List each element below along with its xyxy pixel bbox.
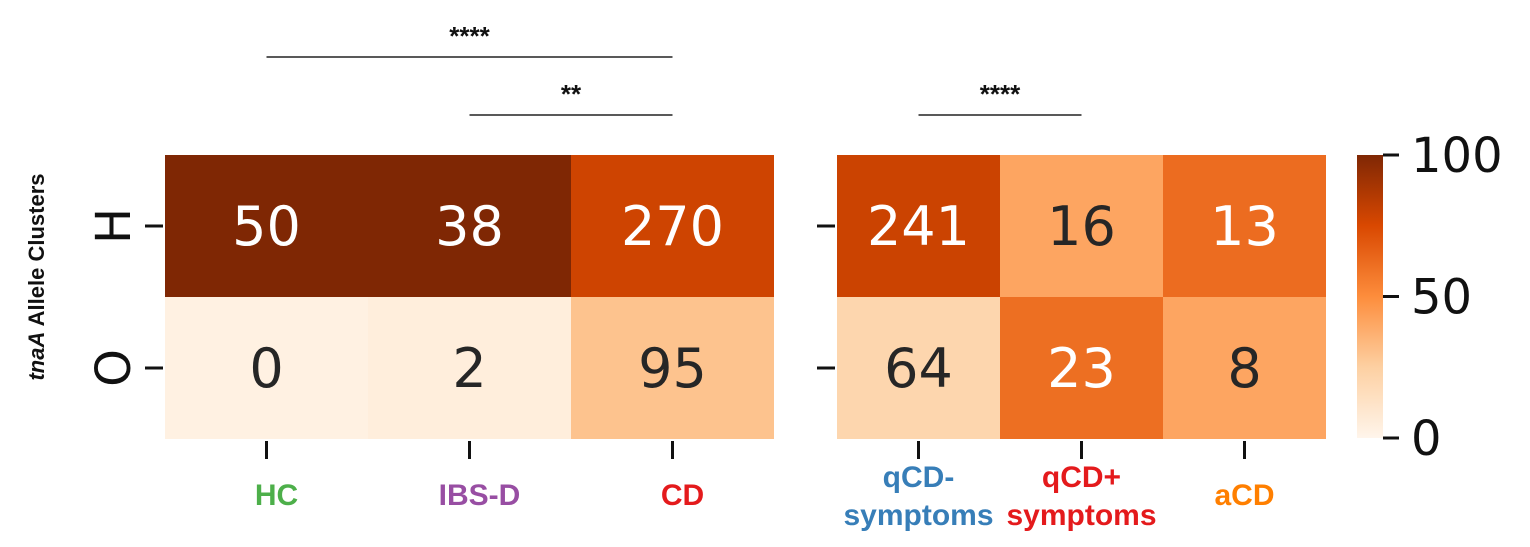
y-tick-label: O (86, 349, 142, 387)
heatmap-cell (1000, 155, 1163, 297)
cell-value-label: 95 (638, 337, 707, 400)
y-tick-label: H (86, 208, 142, 244)
cell-value-label: 270 (621, 195, 724, 258)
x-tick-label: qCD+ (1042, 461, 1121, 494)
cell-value-label: 16 (1047, 195, 1116, 258)
heatmap-cell (837, 155, 1000, 297)
y-axis-label: tnaA Allele Clusters (24, 173, 49, 380)
cell-value-label: 0 (249, 337, 283, 400)
x-tick-label: symptoms (843, 499, 993, 532)
heatmap-cell (165, 297, 368, 439)
heatmap-cell (571, 155, 774, 297)
x-tick-label: symptoms (1006, 499, 1156, 532)
x-tick-label: aCD (1214, 479, 1274, 512)
heatmap-cell (1000, 297, 1163, 439)
cell-value-label: 64 (884, 337, 953, 400)
colorbar-gradient (1357, 155, 1383, 438)
heatmap-cell (1163, 155, 1326, 297)
significance-stars: **** (980, 79, 1021, 109)
heatmap-cell (571, 297, 774, 439)
heatmap-cell (1163, 297, 1326, 439)
y-axis-label-italic: tnaA (24, 332, 49, 381)
cell-value-label: 23 (1047, 337, 1116, 400)
colorbar: 0 50 100 (1357, 128, 1503, 467)
heatmap-cell (837, 297, 1000, 439)
cell-value-label: 38 (435, 195, 504, 258)
cell-value-label: 13 (1210, 195, 1279, 258)
colorbar-ticks: 0 50 100 (1383, 128, 1503, 467)
heatmap-cell (368, 155, 571, 297)
heatmap-cell (165, 155, 368, 297)
colorbar-tick-label: 50 (1411, 270, 1472, 326)
cell-value-label: 50 (232, 195, 301, 258)
significance-stars: **** (449, 21, 490, 51)
colorbar-tick-label: 100 (1411, 128, 1503, 184)
cell-value-label: 2 (452, 337, 486, 400)
x-tick-label: CD (661, 479, 704, 512)
x-tick-label: IBS-D (439, 479, 521, 512)
heatmap-cell (368, 297, 571, 439)
cell-value-label: 8 (1227, 337, 1261, 400)
cell-value-label: 241 (867, 195, 970, 258)
y-axis-label-rest: Allele Clusters (24, 173, 49, 331)
heatmap-panel-1: 241 16 13 64 23 8 qCD-symptoms qCD+ symptoms aCD *… (817, 79, 1326, 532)
colorbar-tick-label: 0 (1411, 411, 1442, 467)
x-tick-label: qCD- (883, 461, 955, 494)
x-tick-label: HC (255, 479, 298, 512)
significance-stars: ** (561, 79, 582, 109)
